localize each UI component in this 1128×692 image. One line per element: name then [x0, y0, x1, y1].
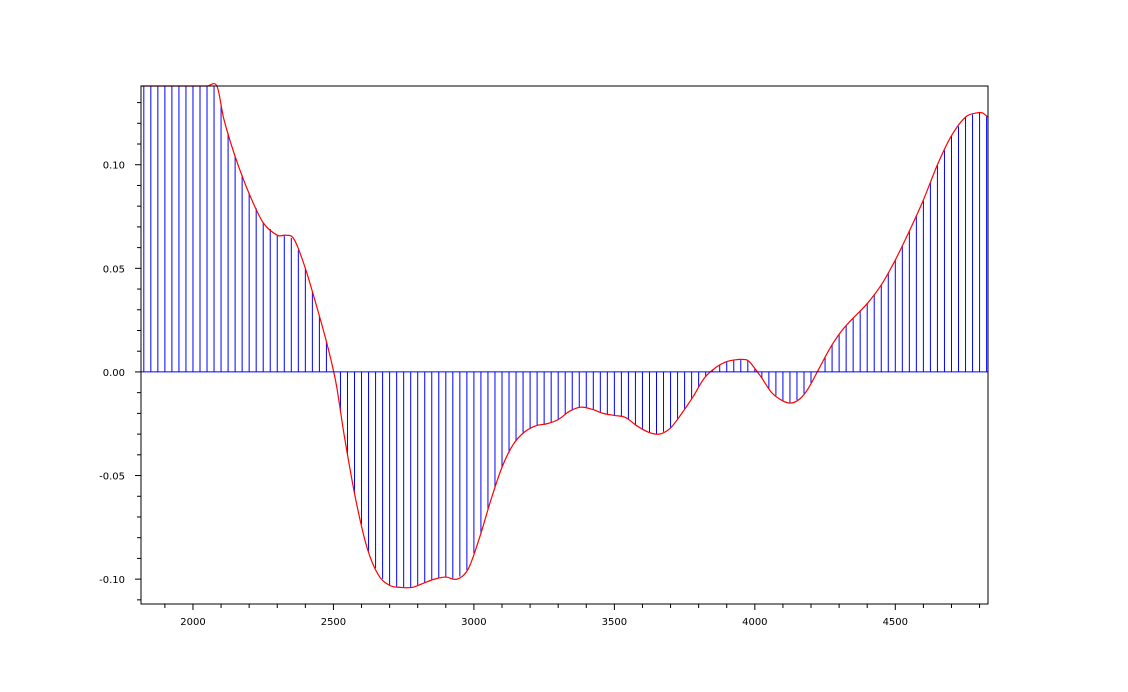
ticks-layer — [135, 102, 981, 610]
y-tick-label: 0.10 — [103, 161, 125, 172]
stems-layer — [143, 86, 988, 588]
y-tick-label: 0.05 — [103, 264, 125, 275]
plot-frame — [140, 85, 989, 605]
x-tick-label: 2500 — [321, 617, 346, 628]
tick-labels-layer: 2000 2500 3000 3500 4000 4500 0.10 0.05 0.00 -0.0… — [99, 161, 908, 628]
y-tick-label: 0.00 — [103, 368, 125, 379]
x-tick-label: 4000 — [742, 617, 767, 628]
y-tick-label: -0.10 — [99, 575, 125, 586]
envelope-line — [140, 82, 989, 589]
x-tick-label: 3000 — [461, 617, 486, 628]
y-tick-label: -0.05 — [99, 472, 125, 483]
x-tick-label: 4500 — [883, 617, 908, 628]
axes-layer — [140, 85, 989, 605]
x-tick-label: 3500 — [602, 617, 627, 628]
x-tick-label: 2000 — [180, 617, 205, 628]
envelope-layer — [140, 82, 989, 589]
